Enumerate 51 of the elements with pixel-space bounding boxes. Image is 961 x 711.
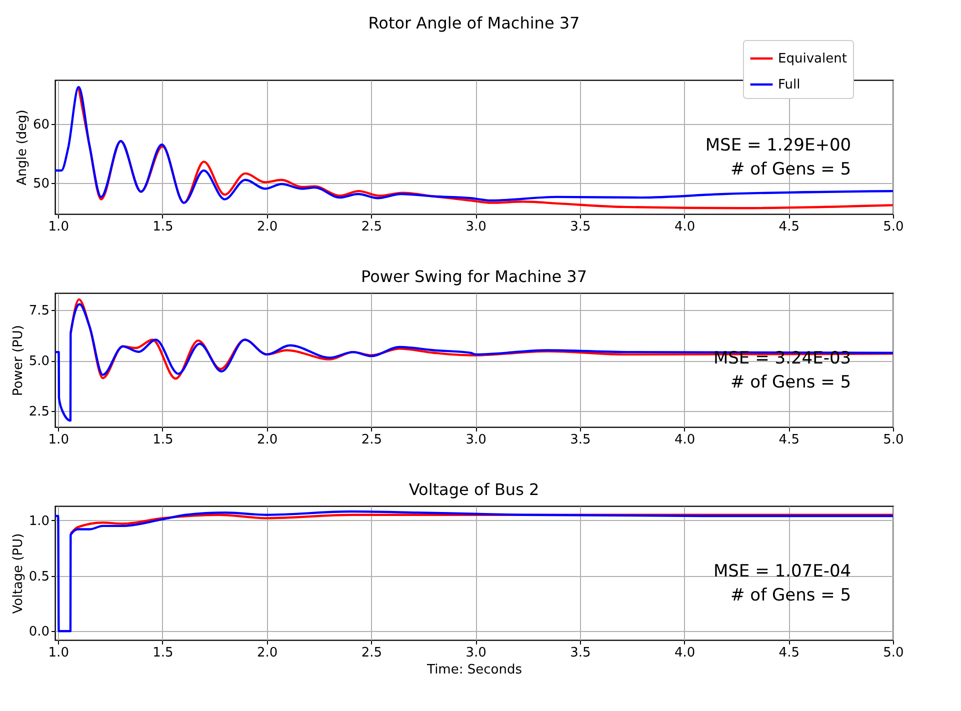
x-tick-label: 3.5 bbox=[570, 220, 591, 234]
y-tick-label: 60 bbox=[32, 118, 50, 133]
line-series bbox=[55, 510, 893, 632]
y-tick-label: 0.5 bbox=[28, 569, 50, 584]
x-tick-label: 4.5 bbox=[778, 220, 800, 234]
y-tick-label: 50 bbox=[32, 176, 50, 192]
x-tick-label: 3.0 bbox=[466, 220, 486, 234]
x-tick-label: 2.5 bbox=[361, 646, 382, 660]
chart-title: Power Swing for Machine 37 bbox=[360, 267, 588, 286]
y-axis-title: Voltage (PU) bbox=[10, 533, 26, 614]
chart-title: Voltage of Bus 2 bbox=[408, 480, 540, 499]
annotation: MSE = 1.29E+00 bbox=[705, 136, 852, 156]
x-tick-label: 1.0 bbox=[48, 432, 69, 448]
x-tick-label: 4.0 bbox=[674, 220, 696, 234]
x-tick-label: 2.0 bbox=[257, 646, 278, 660]
x-tick-label: 1.5 bbox=[152, 646, 174, 660]
annotation: MSE = 1.07E-04 bbox=[713, 562, 852, 582]
x-tick-label: 2.5 bbox=[361, 432, 382, 448]
x-tick-label: 1.5 bbox=[152, 220, 174, 234]
x-tick-label: 4.5 bbox=[778, 432, 800, 448]
x-tick-label: 2.0 bbox=[257, 432, 278, 448]
chart-title: Rotor Angle of Machine 37 bbox=[368, 14, 580, 32]
y-axis-title: Angle (deg) bbox=[14, 110, 30, 186]
y-tick-label: 1.0 bbox=[28, 514, 50, 529]
x-tick-label: 5.0 bbox=[883, 220, 904, 234]
y-tick-label: 5.0 bbox=[28, 354, 50, 370]
x-tick-label: 3.0 bbox=[466, 432, 486, 448]
y-axis-title: Power (PU) bbox=[10, 325, 26, 396]
x-tick-label: 3.0 bbox=[466, 646, 486, 660]
x-tick-label: 4.5 bbox=[778, 646, 800, 660]
x-tick-label: 4.0 bbox=[674, 646, 696, 660]
x-tick-label: 4.0 bbox=[674, 432, 696, 448]
line-series bbox=[55, 303, 893, 422]
x-tick-label: 5.0 bbox=[883, 432, 904, 448]
y-tick-label: 0.0 bbox=[28, 624, 50, 640]
x-tick-label: 3.5 bbox=[570, 646, 591, 660]
x-tick-label: 5.0 bbox=[883, 646, 904, 660]
x-tick-label: 2.0 bbox=[257, 220, 278, 234]
x-tick-label: 1.0 bbox=[48, 220, 69, 234]
x-tick-label: 1.0 bbox=[48, 646, 69, 660]
legend-label: Full bbox=[778, 78, 800, 92]
annotation: # of Gens = 5 bbox=[730, 586, 852, 606]
annotation: # of Gens = 5 bbox=[730, 372, 852, 393]
x-axis-title: Time: Seconds bbox=[426, 662, 522, 678]
x-tick-label: 2.5 bbox=[361, 220, 382, 234]
y-tick-label: 2.5 bbox=[28, 404, 50, 420]
y-tick-label: 7.5 bbox=[28, 304, 50, 319]
x-tick-label: 1.5 bbox=[152, 432, 174, 448]
annotation: # of Gens = 5 bbox=[730, 160, 852, 180]
legend-label: Equivalent bbox=[778, 52, 847, 66]
x-tick-label: 3.5 bbox=[570, 432, 591, 448]
